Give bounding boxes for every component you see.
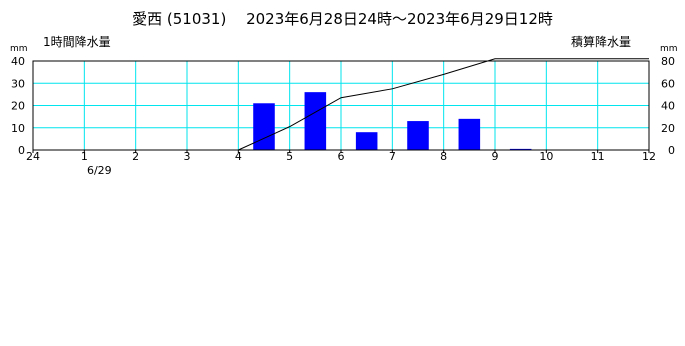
x-tick-label: 3 bbox=[184, 150, 191, 163]
x-tick-label: 1 bbox=[81, 150, 88, 163]
left-axis-unit: mm bbox=[10, 44, 28, 54]
right-y-tick-label: 60 bbox=[661, 77, 675, 90]
precip-bar bbox=[509, 148, 532, 150]
x-tick-label: 9 bbox=[492, 150, 499, 163]
left-y-tick-label: 10 bbox=[11, 122, 25, 135]
precip-bar bbox=[253, 103, 275, 150]
x-tick-label: 5 bbox=[286, 150, 293, 163]
x-tick-label: 4 bbox=[235, 150, 242, 163]
right-y-tick-label: 20 bbox=[661, 122, 675, 135]
x-tick-label: 7 bbox=[389, 150, 396, 163]
right-axis-label: 積算降水量 bbox=[571, 34, 631, 49]
left-y-tick-label: 30 bbox=[11, 77, 25, 90]
x-tick-label: 6 bbox=[338, 150, 345, 163]
left-axis-label: 1時間降水量 bbox=[43, 35, 111, 49]
right-axis-unit: mm bbox=[660, 44, 678, 54]
x-tick-label: 12 bbox=[642, 150, 656, 163]
right-y-tick-label: 40 bbox=[661, 100, 675, 113]
right-y-tick-label: 0 bbox=[668, 144, 675, 157]
x-tick-label: 24 bbox=[26, 150, 40, 163]
cumulative-line bbox=[238, 58, 649, 151]
x-tick-label: 10 bbox=[539, 150, 553, 163]
x-tick-label: 2 bbox=[132, 150, 139, 163]
precip-bar bbox=[355, 132, 378, 150]
precip-bar bbox=[458, 118, 481, 150]
right-y-tick-label: 80 bbox=[661, 55, 675, 68]
x-tick-label: 11 bbox=[591, 150, 605, 163]
left-y-tick-label: 0 bbox=[18, 144, 25, 157]
x-tick-label: 8 bbox=[440, 150, 447, 163]
date-label: 6/29 bbox=[87, 164, 112, 177]
precip-bar bbox=[304, 92, 327, 150]
left-y-tick-label: 40 bbox=[11, 55, 25, 68]
precip-bar bbox=[407, 121, 429, 150]
left-y-tick-label: 20 bbox=[11, 100, 25, 113]
chart-title: 愛西 (51031) 2023年6月28日24時～2023年6月29日12時 bbox=[132, 10, 553, 28]
